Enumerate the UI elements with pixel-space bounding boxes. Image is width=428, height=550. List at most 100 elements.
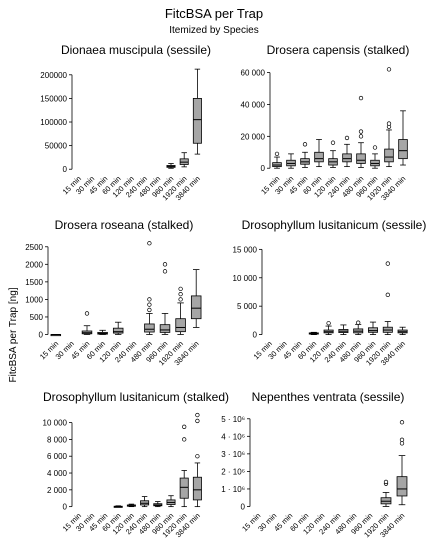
- y-tick-label: 0: [63, 503, 68, 512]
- box-240-min: [342, 135, 352, 168]
- outlier-point: [399, 420, 405, 425]
- y-tick-label: 4 · 10⁶: [221, 432, 245, 441]
- box-480-min: [153, 501, 163, 508]
- y-tick-label: 1500: [25, 278, 43, 287]
- panel-3: Drosera roseana (stalked) 0 500 1000 1500 200…: [25, 218, 202, 367]
- outlier-point: [330, 140, 336, 145]
- outlier-point: [274, 151, 280, 157]
- box-iqr: [398, 139, 408, 160]
- box-iqr: [192, 98, 202, 144]
- y-tick-label: 2 000: [47, 486, 68, 495]
- outlier-point: [386, 67, 392, 72]
- figure-title: FitcBSA per Trap: [165, 6, 263, 21]
- box-45-min: [81, 311, 93, 335]
- box-15-min: [272, 151, 282, 169]
- box-3840-min: [192, 68, 202, 155]
- box-480-min: [353, 320, 364, 335]
- box-120-min: [126, 503, 136, 508]
- box-3840-min: [396, 420, 408, 506]
- y-tick-label: 5 000: [237, 302, 258, 311]
- box-60-min: [113, 505, 123, 508]
- box-240-min: [140, 496, 150, 508]
- outlier-point: [182, 437, 187, 442]
- outlier-point: [399, 437, 405, 442]
- outlier-point: [195, 412, 200, 418]
- box-45-min: [300, 142, 310, 168]
- y-tick-label: 8 000: [47, 435, 68, 444]
- outlier-point: [326, 321, 331, 326]
- outlier-point: [302, 142, 308, 147]
- box-960-min: [368, 321, 378, 335]
- outlier-point: [178, 286, 183, 292]
- outlier-point: [385, 292, 390, 297]
- y-tick-label: 0: [63, 165, 68, 174]
- y-tick-label: 0: [39, 330, 44, 339]
- y-tick-label: 15 000: [233, 245, 258, 254]
- outlier-point: [386, 121, 392, 126]
- outlier-point: [195, 418, 200, 424]
- panel-1: Dionaea muscipula (sessile) 0 50000 100000 1…: [40, 43, 211, 202]
- y-tick-label: 6 000: [47, 452, 68, 461]
- chart-panels: Dionaea muscipula (sessile)0500001000001…: [25, 43, 426, 539]
- y-tick-label: 2000: [25, 260, 43, 269]
- box-iqr: [356, 153, 366, 164]
- panel-title: Nepenthes ventrata (sessile): [252, 390, 405, 404]
- box-60-min: [97, 329, 108, 335]
- panel-title: Dionaea muscipula (sessile): [61, 43, 211, 57]
- panel-4: Drosophyllum lusitanicum (sessile) 0 5 000…: [233, 218, 427, 367]
- y-tick-label: 2500: [25, 243, 43, 252]
- outlier-point: [344, 135, 350, 141]
- box-iqr: [144, 323, 155, 333]
- box-480-min: [356, 95, 366, 168]
- panel-title: Drosophyllum lusitanicum (stalked): [43, 390, 229, 404]
- outlier-point: [147, 307, 152, 313]
- box-1920-min: [179, 152, 189, 168]
- box-iqr: [175, 318, 186, 333]
- y-tick-label: 10 000: [43, 419, 68, 428]
- box-1920-min: [179, 424, 189, 508]
- outlier-point: [84, 311, 90, 316]
- outlier-point: [383, 479, 389, 485]
- y-tick-label: 0: [261, 164, 266, 173]
- box-30-min: [286, 153, 296, 169]
- outlier-point: [178, 297, 183, 302]
- box-120-min: [323, 321, 334, 335]
- box-iqr: [384, 148, 394, 163]
- outlier-point: [162, 262, 168, 267]
- outlier-point: [358, 129, 364, 134]
- box-iqr: [342, 153, 352, 163]
- box-60-min: [314, 139, 324, 168]
- box-iqr: [368, 327, 378, 333]
- y-axis-label: FitcBSA per Trap [ng]: [8, 287, 19, 382]
- box-240-min: [338, 324, 349, 335]
- y-tick-label: 1 · 10⁶: [221, 485, 245, 494]
- outlier-point: [147, 241, 152, 246]
- box-1920-min: [380, 479, 392, 507]
- box-120-min: [328, 140, 338, 168]
- panel-5: Drosophyllum lusitanicum (stalked) 0 2 000…: [43, 390, 230, 539]
- outlier-point: [385, 261, 390, 266]
- panel-title: Drosophyllum lusitanicum (sessile): [242, 218, 427, 232]
- box-3840-min: [190, 269, 202, 328]
- y-tick-label: 150000: [40, 94, 67, 103]
- panel-2: Drosera capensis (stalked) 0 20 000 40 000 6…: [241, 43, 410, 202]
- outlier-point: [182, 424, 187, 429]
- box-960-min: [370, 145, 380, 169]
- figure-subtitle: Itemized by Species: [169, 25, 259, 36]
- box-iqr: [192, 476, 202, 501]
- outlier-point: [147, 302, 152, 307]
- box-3840-min: [398, 110, 408, 166]
- outlier-point: [358, 95, 364, 101]
- y-tick-label: 4 000: [47, 469, 68, 478]
- panel-title: Drosera roseana (stalked): [55, 218, 194, 232]
- box-3840-min: [192, 412, 202, 508]
- box-3840-min: [397, 326, 408, 335]
- box-960-min: [166, 163, 176, 169]
- box-960-min: [159, 262, 171, 335]
- outlier-point: [147, 297, 152, 302]
- box-iqr: [179, 477, 189, 499]
- outlier-point: [178, 291, 183, 297]
- outlier-point: [162, 269, 168, 274]
- box-1920-min: [384, 67, 394, 168]
